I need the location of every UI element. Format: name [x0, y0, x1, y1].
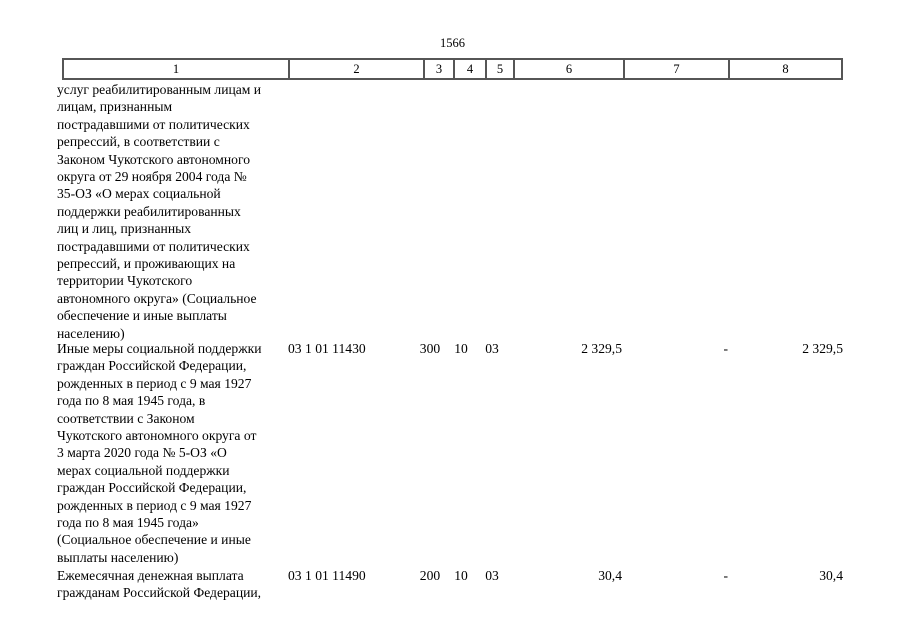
budget-code-cell: 03 1 01 11490 — [288, 568, 366, 583]
header-cell-8: 8 — [728, 60, 841, 78]
page-number: 1566 — [440, 36, 465, 50]
expense-name-cell: Ежемесячная денежная выплата гражданам Р… — [57, 568, 262, 601]
subsection-cell: 03 — [485, 341, 499, 356]
section-cell: 10 — [454, 341, 468, 356]
header-cell-5: 5 — [485, 60, 513, 78]
expense-name-cell: Иные меры социальной поддержки граждан Р… — [57, 341, 262, 565]
header-cell-3: 3 — [423, 60, 453, 78]
amount-col7-cell: - — [723, 568, 728, 583]
budget-table-header-row: 1 2 3 4 5 6 7 8 — [62, 58, 843, 80]
header-cell-7: 7 — [623, 60, 728, 78]
amount-col8-cell: 30,4 — [819, 568, 843, 583]
expense-name-cell: услуг реабилитированным лицам и лицам, п… — [57, 82, 262, 341]
header-cell-4: 4 — [453, 60, 485, 78]
header-cell-6: 6 — [513, 60, 623, 78]
expense-type-cell: 300 — [419, 341, 441, 356]
budget-code-cell: 03 1 01 11430 — [288, 341, 366, 356]
amount-col8-cell: 2 329,5 — [802, 341, 843, 356]
header-cell-2: 2 — [288, 60, 423, 78]
amount-col7-cell: - — [723, 341, 728, 356]
expense-type-cell: 200 — [419, 568, 441, 583]
amount-col6-cell: 30,4 — [598, 568, 622, 583]
header-cell-1: 1 — [172, 61, 180, 76]
section-cell: 10 — [454, 568, 468, 583]
subsection-cell: 03 — [485, 568, 499, 583]
amount-col6-cell: 2 329,5 — [581, 341, 622, 356]
